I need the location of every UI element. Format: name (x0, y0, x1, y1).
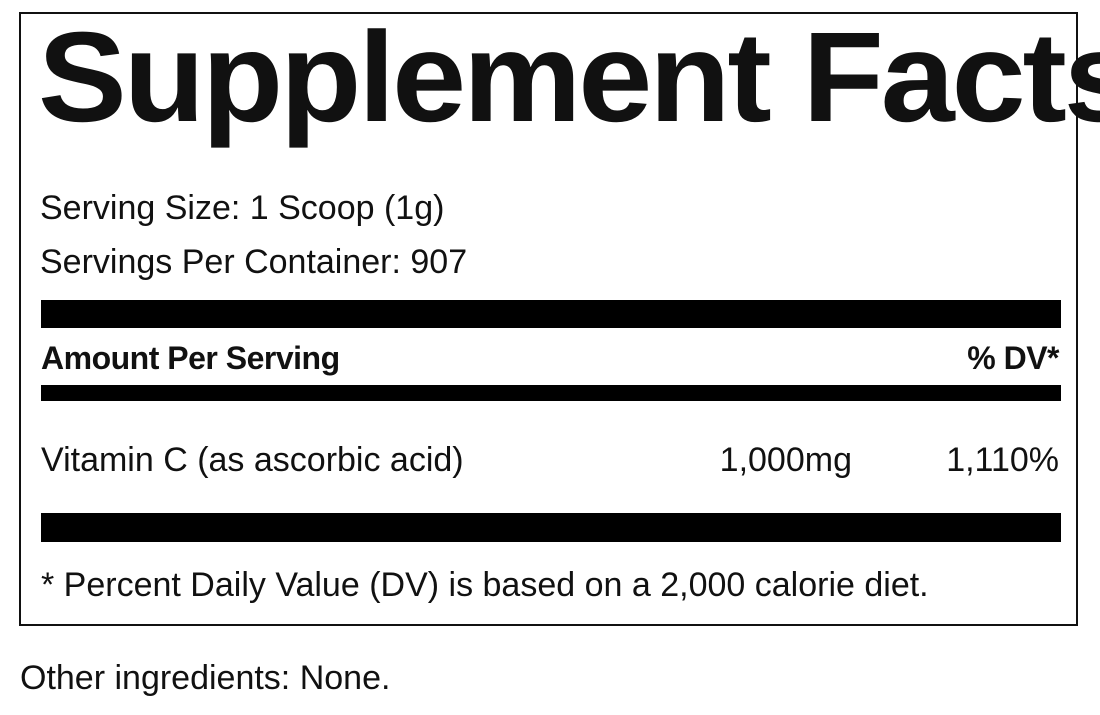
divider-bar (41, 385, 1061, 401)
other-ingredients: Other ingredients: None. (20, 659, 391, 697)
nutrient-amount: 1,000mg (719, 441, 852, 479)
nutrient-name: Vitamin C (as ascorbic acid) (41, 441, 464, 479)
nutrient-dv: 1,110% (946, 441, 1059, 479)
panel-title: Supplement Facts (38, 6, 1100, 149)
dv-footnote: * Percent Daily Value (DV) is based on a… (41, 566, 929, 604)
amount-per-serving-header: Amount Per Serving (41, 340, 340, 376)
divider-bar (41, 513, 1061, 542)
servings-per-container: Servings Per Container: 907 (40, 243, 468, 281)
supplement-facts-panel (19, 12, 1078, 626)
dv-header: % DV* (967, 340, 1059, 376)
divider-bar (41, 300, 1061, 328)
serving-size: Serving Size: 1 Scoop (1g) (40, 189, 445, 227)
